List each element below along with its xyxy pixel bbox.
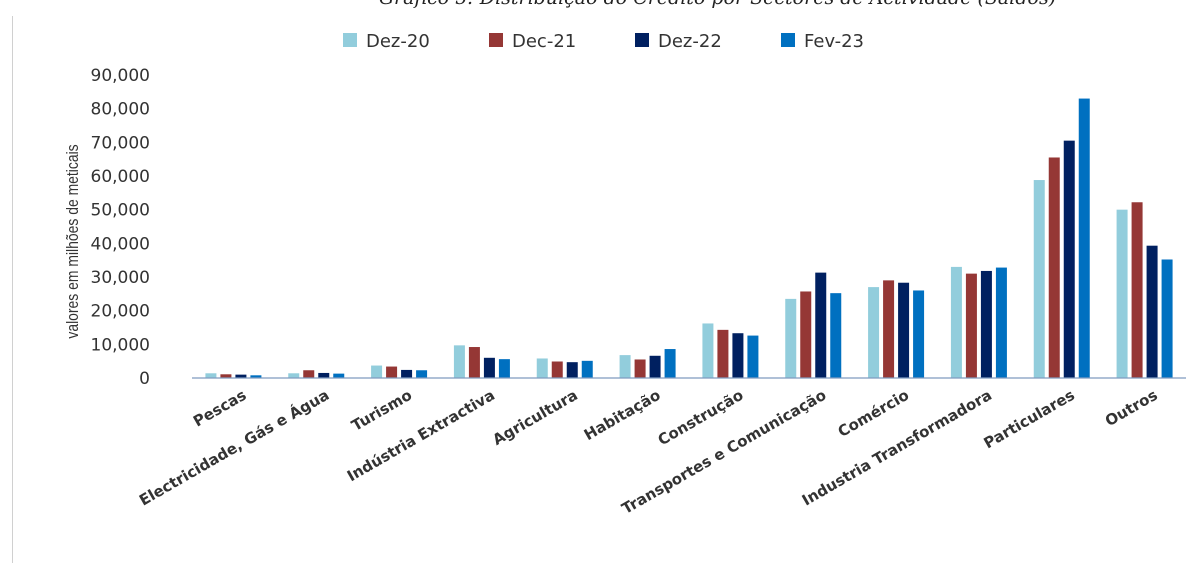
bar — [732, 333, 744, 378]
bar — [250, 375, 262, 378]
y-tick-label: 10,000 — [91, 335, 150, 355]
x-tick-label: Habitação — [581, 386, 664, 444]
x-tick-label: Comércio — [835, 386, 912, 441]
y-tick-label: 90,000 — [91, 66, 150, 86]
bar — [995, 267, 1007, 378]
y-tick-label: 0 — [139, 369, 150, 389]
y-tick-label: 50,000 — [91, 201, 150, 221]
bar — [1048, 157, 1060, 378]
bar — [619, 355, 631, 378]
bar — [830, 293, 842, 378]
y-tick-label: 70,000 — [91, 133, 150, 153]
bar — [717, 329, 729, 378]
bar — [386, 366, 398, 378]
bar — [220, 374, 232, 378]
bar — [536, 358, 548, 378]
bar — [401, 369, 413, 378]
bar — [634, 359, 646, 378]
bar — [649, 355, 661, 378]
bar — [303, 370, 315, 378]
bar — [1161, 259, 1173, 378]
bar — [453, 345, 465, 378]
frame-left-border — [12, 16, 13, 563]
bar — [333, 373, 345, 378]
bar — [1116, 209, 1128, 378]
bar — [664, 349, 676, 378]
bar — [483, 357, 495, 378]
legend-item: Dec-21 — [489, 31, 576, 52]
bar — [815, 272, 827, 378]
bar — [1063, 140, 1075, 378]
bar — [581, 360, 593, 378]
x-tick-label: Agricultura — [490, 386, 581, 449]
y-axis-label: valores em milhões de meticais — [64, 144, 83, 338]
bar — [371, 365, 383, 378]
bar — [205, 373, 217, 378]
y-tick-label: 30,000 — [91, 268, 150, 288]
bar — [1078, 98, 1090, 379]
legend-label: Dez-20 — [366, 31, 430, 52]
bar — [785, 298, 797, 378]
bar — [498, 359, 510, 378]
legend-label: Fev-23 — [804, 31, 864, 52]
legend-item: Dez-22 — [635, 31, 722, 52]
legend-swatch — [343, 33, 357, 47]
bar — [1033, 180, 1045, 378]
bar — [566, 362, 578, 378]
legend-swatch — [489, 33, 503, 47]
legend-swatch — [635, 33, 649, 47]
x-tick-label: Particulares — [981, 386, 1078, 453]
bar — [965, 273, 977, 378]
y-tick-label: 80,000 — [91, 100, 150, 120]
chart-title: Gráfico 5: Distribuição do Crédito por S… — [0, 0, 1200, 9]
bar — [898, 282, 910, 378]
bar — [318, 372, 330, 378]
bar — [235, 374, 247, 378]
bar — [551, 361, 563, 378]
legend-label: Dez-22 — [658, 31, 722, 52]
bar — [702, 323, 714, 378]
bar — [288, 373, 300, 378]
bar — [950, 266, 962, 378]
x-tick-label: Pescas — [190, 386, 249, 431]
bar — [468, 347, 480, 378]
bar — [800, 291, 812, 378]
x-tick-label: Turismo — [348, 386, 415, 435]
y-tick-label: 60,000 — [91, 167, 150, 187]
bar — [913, 290, 925, 378]
bar — [883, 280, 895, 378]
legend: Dez-20 Dec-21 Dez-22 Fev-23 — [343, 31, 864, 52]
x-tick-label: Outros — [1102, 386, 1161, 430]
legend-item: Fev-23 — [781, 31, 864, 52]
legend-item: Dez-20 — [343, 31, 430, 52]
bar — [1131, 202, 1143, 378]
y-tick-label: 20,000 — [91, 302, 150, 322]
legend-label: Dec-21 — [512, 31, 576, 52]
bars — [205, 98, 1173, 379]
bar — [416, 370, 428, 378]
bar — [980, 270, 992, 378]
legend-swatch — [781, 33, 795, 47]
y-axis: 0 10,000 20,000 30,000 40,000 50,000 60,000 70,… — [91, 66, 150, 389]
bar — [868, 287, 880, 378]
bar — [747, 335, 759, 378]
y-tick-label: 40,000 — [91, 234, 150, 254]
x-tick-label: Indústria Extractiva — [344, 386, 498, 485]
bar — [1146, 245, 1158, 378]
